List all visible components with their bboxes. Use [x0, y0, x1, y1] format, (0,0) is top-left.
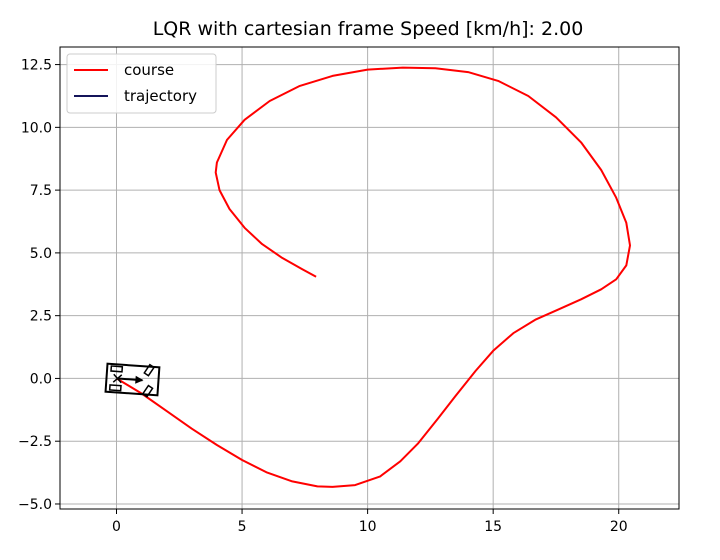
vehicle-wheel [110, 365, 124, 373]
series-layer [115, 66, 631, 488]
grid [60, 47, 679, 509]
y-tick-label: −5.0 [18, 497, 52, 513]
y-tick-label: 12.5 [21, 58, 52, 74]
plot-frame [59, 46, 680, 510]
y-tick-label: 2.5 [30, 309, 52, 325]
y-tick-label: 10.0 [21, 120, 52, 136]
y-tick-label: −2.5 [18, 434, 52, 450]
legend: course trajectory [66, 53, 217, 114]
legend-label-course: course [124, 61, 174, 79]
series-line-course [115, 66, 631, 488]
legend-box [66, 53, 217, 114]
x-tick-label: 5 [238, 519, 247, 535]
vehicle-wheel [108, 384, 122, 392]
vehicle-wheel [143, 363, 156, 377]
x-tick-label: 20 [610, 519, 628, 535]
vehicle-icon [104, 362, 161, 398]
x-tick-label: 15 [484, 519, 502, 535]
x-tick-label: 10 [359, 519, 377, 535]
y-tick-label: 0.0 [30, 371, 52, 387]
y-tick-label: 5.0 [30, 246, 52, 262]
vehicle-body [104, 362, 161, 397]
vehicle-body-group [104, 362, 161, 398]
x-tick-label: 0 [112, 519, 121, 535]
x-axis-ticks: 0 5 10 15 20 [112, 509, 628, 535]
y-axis-ticks: −5.0 −2.5 0.0 2.5 5.0 7.5 10.0 12.5 [18, 58, 60, 513]
y-tick-label: 7.5 [30, 183, 52, 199]
legend-label-trajectory: trajectory [124, 87, 197, 105]
chart-title: LQR with cartesian frame Speed [km/h]: 2… [153, 18, 584, 40]
vehicle-heading-arrowhead [135, 375, 144, 384]
vehicle-wheel [141, 384, 154, 398]
